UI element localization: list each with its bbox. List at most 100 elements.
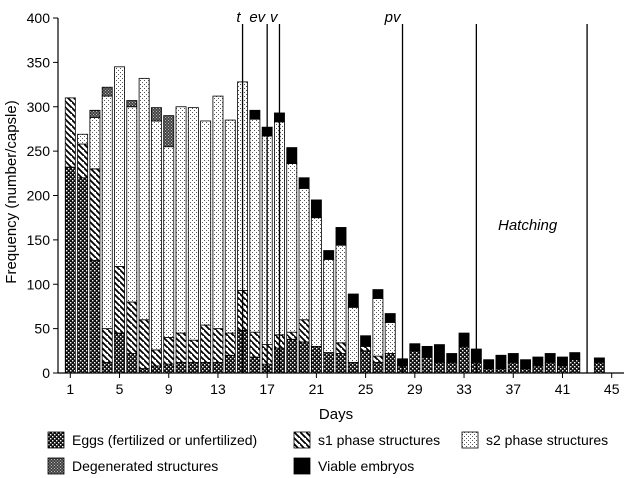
bar-s1-day-25	[360, 345, 372, 352]
legend-label-eggs: Eggs (fertilized or unfertilized)	[72, 432, 257, 448]
bar-s2-day-9	[163, 146, 175, 338]
bar-viable-day-31	[433, 344, 445, 363]
y-tick-label-50: 50	[34, 321, 50, 337]
bar-s2-day-14	[224, 119, 236, 334]
legend: Eggs (fertilized or unfertilized) s1 pha…	[47, 431, 608, 475]
bar-eggs-day-35	[483, 368, 495, 374]
x-tick-label-5: 5	[116, 381, 124, 397]
bar-eggs-day-9	[163, 363, 175, 374]
bar-degenerated-day-9	[163, 115, 175, 148]
hatching-annotation: Hatching	[498, 217, 558, 234]
bar-eggs-day-12	[200, 361, 212, 374]
legend-swatch-viable	[293, 457, 311, 475]
bar-eggs-day-38	[520, 368, 532, 374]
bar-eggs-day-13	[212, 361, 224, 374]
bar-s1-day-23	[335, 342, 347, 354]
bar-eggs-day-2	[77, 177, 89, 374]
bar-viable-day-20	[298, 177, 310, 189]
bar-eggs-day-29	[409, 350, 421, 374]
bar-viable-day-40	[544, 353, 556, 363]
bar-viable-day-26	[372, 289, 384, 299]
y-tick-label-250: 250	[27, 143, 51, 159]
legend-swatch-s2	[461, 431, 479, 449]
y-tick-label-200: 200	[27, 188, 51, 204]
bar-eggs-day-32	[446, 361, 458, 374]
marker-label-v: v	[270, 9, 279, 26]
bar-eggs-day-16	[249, 356, 261, 374]
bar-degenerated-day-3	[89, 109, 101, 118]
bar-s1-day-1	[64, 97, 76, 168]
bar-eggs-day-31	[433, 361, 445, 374]
markers-layer: t ev v pv	[236, 9, 588, 373]
x-tick-label-45: 45	[604, 381, 620, 397]
bar-eggs-day-23	[335, 353, 347, 374]
bar-s1-day-26	[372, 355, 384, 363]
y-tick-label-350: 350	[27, 54, 51, 70]
bar-eggs-day-24	[347, 361, 359, 374]
bar-s2-day-22	[323, 258, 335, 353]
bar-s2-day-26	[372, 298, 384, 357]
bar-eggs-day-20	[298, 341, 310, 374]
x-tick-label-25: 25	[358, 381, 374, 397]
bar-eggs-day-26	[372, 361, 384, 374]
bar-viable-day-29	[409, 343, 421, 352]
marker-label-ev: ev	[249, 9, 266, 26]
y-axis-title: Frequency (number/capsle)	[3, 100, 20, 283]
bar-s1-day-8	[150, 349, 162, 367]
bar-viable-day-38	[520, 359, 532, 369]
bar-eggs-day-39	[532, 365, 544, 374]
y-tick-label-0: 0	[42, 365, 50, 381]
bar-degenerated-day-8	[150, 107, 162, 122]
bar-viable-day-30	[421, 345, 433, 358]
bar-eggs-day-4	[101, 361, 113, 374]
bar-viable-day-33	[458, 332, 470, 347]
bar-viable-day-23	[335, 227, 347, 246]
bar-eggs-day-42	[569, 359, 581, 374]
bar-viable-day-22	[323, 250, 335, 260]
legend-swatch-s1	[293, 431, 311, 449]
bar-s1-day-20	[298, 319, 310, 343]
y-tick-label-400: 400	[27, 10, 51, 26]
bar-s2-day-8	[150, 120, 162, 351]
bar-s1-day-19	[286, 331, 298, 340]
bar-s2-day-21	[310, 217, 322, 347]
y-tick-label-100: 100	[27, 276, 51, 292]
bar-s1-day-10	[175, 332, 187, 363]
bar-eggs-day-22	[323, 352, 335, 374]
x-tick-label-41: 41	[555, 381, 571, 397]
bar-degenerated-day-4	[101, 86, 113, 97]
bar-eggs-day-33	[458, 345, 470, 374]
bar-s2-day-12	[200, 120, 212, 326]
bar-s2-day-11	[187, 107, 199, 341]
bar-eggs-day-41	[557, 365, 568, 374]
x-tick-label-37: 37	[505, 381, 521, 397]
bar-s2-day-4	[101, 95, 113, 330]
bar-viable-day-27	[384, 313, 396, 323]
bar-eggs-day-30	[421, 356, 433, 374]
legend-label-degenerated: Degenerated structures	[72, 458, 218, 474]
marker-label-t: t	[236, 9, 241, 26]
bar-s1-day-5	[114, 266, 125, 334]
x-axis-title: Days	[319, 406, 353, 423]
bar-eggs-day-10	[175, 361, 187, 374]
bar-viable-day-24	[347, 293, 359, 308]
bar-s2-day-23	[335, 244, 347, 344]
bar-eggs-day-37	[507, 361, 519, 374]
bar-s1-day-16	[249, 331, 261, 358]
bar-eggs-day-5	[114, 332, 125, 374]
bar-s1-day-6	[126, 301, 138, 354]
bar-eggs-day-25	[360, 350, 372, 374]
bar-eggs-day-1	[64, 166, 76, 374]
bar-eggs-day-27	[384, 353, 396, 374]
legend-label-s2: s2 phase structures	[486, 432, 608, 448]
bar-s2-day-3	[89, 117, 101, 170]
x-tick-label-13: 13	[210, 381, 226, 397]
bar-eggs-day-40	[544, 361, 556, 374]
bar-s1-day-3	[89, 168, 101, 261]
bar-s1-day-13	[212, 328, 224, 363]
x-tick-label-21: 21	[309, 381, 325, 397]
bar-eggs-day-36	[495, 368, 507, 374]
bar-s1-day-9	[163, 337, 175, 365]
bar-viable-day-36	[495, 354, 507, 369]
